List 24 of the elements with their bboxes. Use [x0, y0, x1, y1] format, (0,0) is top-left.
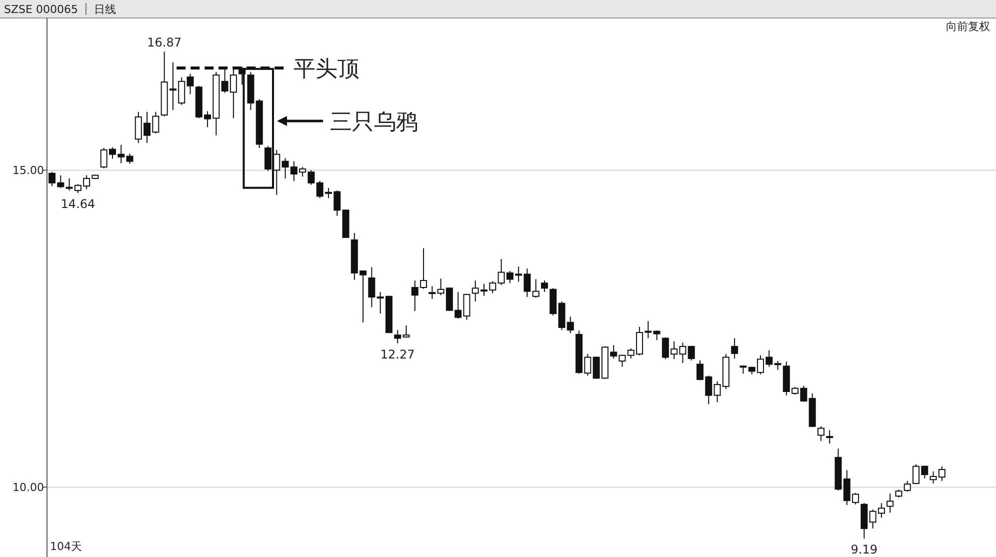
- candlestick: [532, 278, 540, 298]
- candlestick: [886, 493, 894, 514]
- annotation: 向前复权: [946, 20, 990, 33]
- chart-subtitle: 日线: [94, 3, 116, 16]
- candlestick: [264, 146, 272, 172]
- candlestick: [653, 330, 660, 341]
- candlestick: [826, 430, 834, 444]
- chart-title: SZSE 000065: [4, 3, 78, 16]
- candlestick: [731, 338, 738, 360]
- y-tick-label: 10.00: [12, 481, 44, 494]
- candlestick: [428, 286, 436, 300]
- candlestick: [368, 266, 376, 308]
- annotation: 14.64: [60, 197, 96, 212]
- candlestick: [817, 426, 824, 442]
- candlestick: [688, 345, 695, 361]
- annotation: 104天: [50, 540, 82, 553]
- y-tick-label: 15.00: [12, 164, 44, 178]
- annotation: 三只乌鸦: [330, 110, 418, 135]
- annotation: 16.87: [147, 36, 182, 50]
- candlestick: [126, 153, 134, 164]
- annotation: 9.19: [850, 542, 878, 557]
- annotation: 12.27: [380, 347, 415, 362]
- annotation: 平头顶: [293, 57, 360, 82]
- candlestick: [540, 280, 548, 292]
